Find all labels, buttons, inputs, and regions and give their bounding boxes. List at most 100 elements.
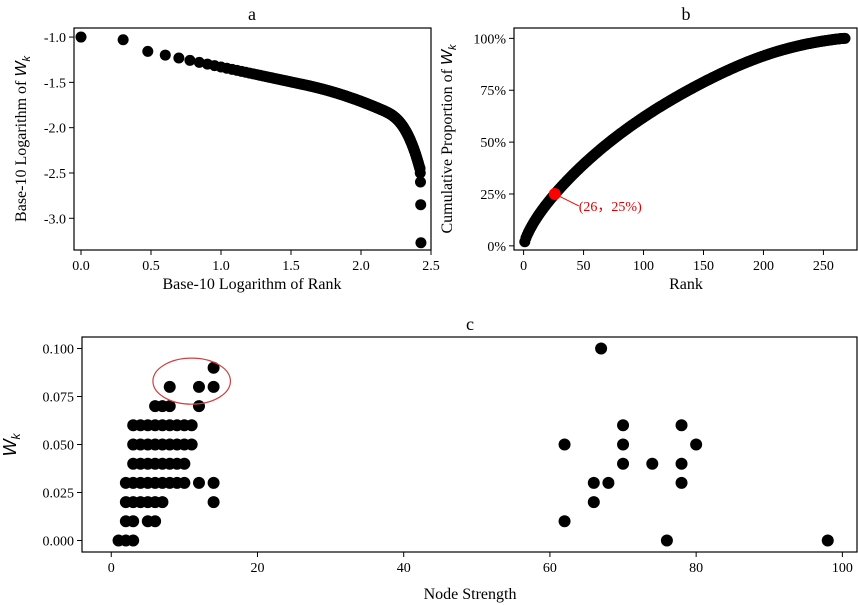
panel-c-point <box>127 515 140 528</box>
panel-c-xlabel: Node Strength <box>424 586 517 603</box>
panel-a-ytick-label: -1.0 <box>44 31 66 46</box>
panel-a-xtick-label: 0.0 <box>72 259 90 274</box>
panel-c-xtick-label: 80 <box>689 561 703 576</box>
panel-c-ytick-label: 0.075 <box>43 391 75 406</box>
panel-c-point <box>558 438 571 451</box>
panel-c-point <box>207 361 220 374</box>
panel-c-point <box>185 419 198 432</box>
panel-c-ytick-label: 0.000 <box>43 534 75 549</box>
highlight-point <box>548 187 561 200</box>
panel-c-xtick-label: 60 <box>543 561 557 576</box>
panel-a-ylabel-symbol: W <box>13 60 30 77</box>
panel-a-point <box>414 176 426 188</box>
panel-b-ylabel-subscript: k <box>447 44 459 50</box>
panel-c-point <box>192 476 205 489</box>
panel-c-point <box>192 380 205 393</box>
panel-a-ytick-label: -2.0 <box>44 122 66 137</box>
panel-a-point <box>75 31 87 43</box>
panel-a-xtick-label: 2.0 <box>352 259 370 274</box>
panel-c-point <box>163 380 176 393</box>
panel-c-points <box>112 342 834 547</box>
panel-c-point <box>587 496 600 509</box>
panel-a-title: a <box>248 4 256 24</box>
panel-b-ylabel-symbol: W <box>439 48 456 65</box>
panel-c-ticks: 0 20 40 60 80 100 0.000 0.025 0.050 0.075 0.100 <box>43 343 853 576</box>
panel-b-ytick-label: 0% <box>487 240 506 255</box>
panel-a-ytick-label: -1.5 <box>44 76 66 91</box>
panel-b-ytick-label: 50% <box>480 136 506 151</box>
panel-a-point <box>415 199 427 211</box>
panel-b: b 0 50 100 150 200 250 0% 25% 50% 75% 100% (26，25%… <box>439 4 858 293</box>
panel-c-xtick-label: 20 <box>250 561 264 576</box>
panel-a-xtick-label: 1.0 <box>212 259 230 274</box>
panel-b-point <box>839 32 851 44</box>
highlight-ellipse <box>152 357 232 405</box>
panel-c-point <box>595 342 608 355</box>
panel-a-ylabel-subscript: k <box>21 56 33 62</box>
panel-c-ytick-label: 0.050 <box>43 439 75 454</box>
panel-c-point <box>690 438 703 451</box>
panel-c-point <box>149 515 162 528</box>
panel-c-point <box>178 476 191 489</box>
panel-b-xtick-label: 200 <box>753 259 774 274</box>
panel-c-ylabel: Wk <box>0 433 23 457</box>
panel-c-xtick-label: 100 <box>832 561 853 576</box>
highlight-label: (26，25%) <box>579 200 642 215</box>
panel-a-point <box>415 237 427 249</box>
panel-c-point <box>675 476 688 489</box>
panel-b-xtick-label: 250 <box>813 259 834 274</box>
panel-a-point <box>414 167 426 179</box>
panel-c-point <box>163 400 176 413</box>
panel-c-point <box>185 438 198 451</box>
panel-b-highlight: (26，25%) <box>548 187 642 215</box>
panel-b-ylabel: Cumulative Proportion of Wk <box>439 44 459 234</box>
panel-b-xtick-label: 150 <box>693 259 714 274</box>
panel-c-point <box>207 476 220 489</box>
panel-b-points <box>519 32 851 248</box>
panel-b-ylabel-prefix: Cumulative Proportion of <box>439 65 456 233</box>
panel-c-point <box>821 534 834 547</box>
panel-c-point <box>192 400 205 413</box>
panel-c-xtick-label: 40 <box>397 561 411 576</box>
panel-b-xtick-label: 0 <box>520 259 527 274</box>
panel-c: c 0 20 40 60 80 1000.0000.0250.0500.0750.100 … <box>0 314 858 603</box>
panel-a-point <box>173 52 185 64</box>
panel-b-ytick-label: 25% <box>480 188 506 203</box>
panel-b-title: b <box>682 4 691 24</box>
panel-c-ytick-label: 0.100 <box>43 343 75 358</box>
panel-c-point <box>207 380 220 393</box>
panel-c-point <box>207 496 220 509</box>
panel-a-point <box>184 54 196 66</box>
panel-c-point <box>617 438 630 451</box>
panel-b-ytick-label: 100% <box>473 32 506 47</box>
panel-c-ylabel-subscript: k <box>9 433 23 440</box>
panel-c-point <box>617 419 630 432</box>
panel-b-xlabel: Rank <box>669 276 703 293</box>
panel-b-xtick-label: 100 <box>633 259 654 274</box>
panel-a-xtick-label: 2.5 <box>422 259 440 274</box>
panel-a-xtick-label: 1.5 <box>282 259 300 274</box>
panel-c-point <box>675 419 688 432</box>
panel-a-point <box>159 49 171 61</box>
panel-a-ytick-label: -2.5 <box>44 167 66 182</box>
panel-a: a 0.0 0.5 1.0 1.5 2.0 2.5 -1.0 -1.5 -2.0 -2.5 -3.0… <box>13 4 440 293</box>
panel-a-ticks: 0.0 0.5 1.0 1.5 2.0 2.5 -1.0 -1.5 -2.0 -2.5 -3.0 <box>44 31 440 274</box>
panel-a-ylabel-prefix: Base-10 Logarithm of <box>13 77 30 222</box>
panel-c-point <box>127 534 140 547</box>
panel-c-xtick-label: 0 <box>108 561 115 576</box>
panel-b-ytick-label: 75% <box>480 84 506 99</box>
panel-c-ytick-label: 0.025 <box>43 486 75 501</box>
panel-c-point <box>156 496 169 509</box>
panel-c-point <box>646 457 659 470</box>
panel-a-xtick-label: 0.5 <box>142 259 160 274</box>
panel-c-point <box>587 476 600 489</box>
panel-c-point <box>675 457 688 470</box>
panel-a-ylabel: Base-10 Logarithm of Wk <box>13 56 33 222</box>
panel-a-ytick-label: -3.0 <box>44 212 66 227</box>
panel-c-point <box>617 457 630 470</box>
panel-c-point <box>178 457 191 470</box>
panel-a-point <box>117 34 129 46</box>
panel-a-xlabel: Base-10 Logarithm of Rank <box>162 276 341 293</box>
panel-c-title: c <box>466 314 474 334</box>
